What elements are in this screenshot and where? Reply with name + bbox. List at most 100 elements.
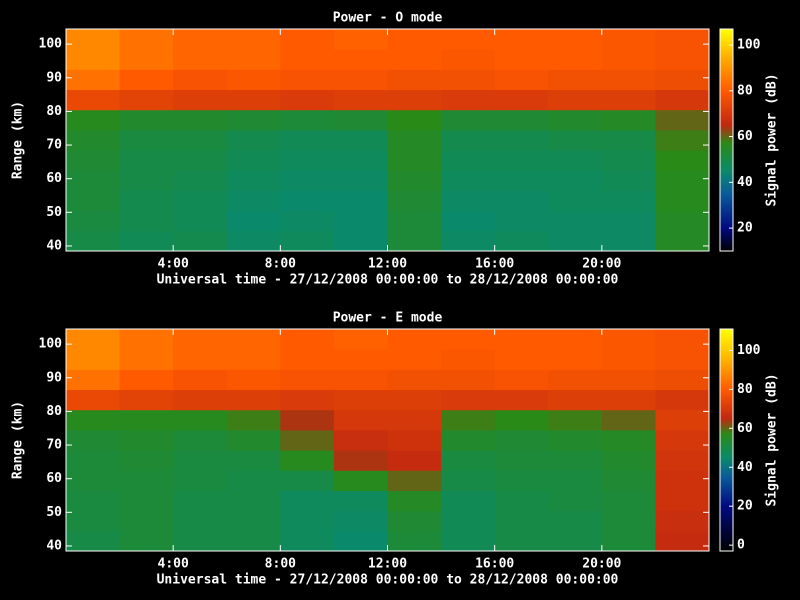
heatmap-cell	[280, 211, 334, 232]
heatmap-cell	[655, 490, 709, 511]
heatmap-cell	[388, 49, 442, 70]
heatmap-cell	[441, 211, 495, 232]
x-tick-label: 4:00	[158, 557, 189, 572]
heatmap-cell	[334, 329, 388, 350]
heatmap-cell	[495, 390, 549, 411]
heatmap-cell	[548, 490, 602, 511]
y-tick-label: 40	[46, 538, 62, 553]
heatmap-cell	[548, 190, 602, 211]
heatmap-cell	[334, 470, 388, 491]
heatmap-cell	[66, 470, 120, 491]
heatmap-cell	[280, 90, 334, 111]
heatmap-cell	[388, 110, 442, 131]
heatmap-cell	[173, 531, 227, 552]
heatmap-cell	[548, 470, 602, 491]
heatmap-cell	[495, 450, 549, 471]
heatmap-cell	[602, 490, 656, 511]
heatmap-cell	[173, 390, 227, 411]
heatmap-cell	[173, 450, 227, 471]
heatmap-cell	[227, 110, 281, 131]
heatmap-cell	[602, 390, 656, 411]
heatmap-cell	[120, 69, 174, 90]
heatmap-cell	[441, 450, 495, 471]
heatmap-cell	[388, 150, 442, 171]
heatmap-cell	[441, 369, 495, 390]
heatmap-cell	[602, 190, 656, 211]
heatmap-cell	[441, 49, 495, 70]
heatmap-cell	[120, 329, 174, 350]
heatmap-cell	[66, 490, 120, 511]
heatmap-cell	[173, 231, 227, 252]
heatmap-cell	[441, 470, 495, 491]
heatmap-cell	[173, 410, 227, 431]
heatmap-cell	[120, 231, 174, 252]
heatmap-cell	[173, 170, 227, 191]
heatmap-cell	[334, 390, 388, 411]
heatmap-cell	[602, 49, 656, 70]
heatmap-cell	[495, 190, 549, 211]
heatmap-cell	[441, 150, 495, 171]
heatmap-cell	[602, 349, 656, 370]
heatmap-cell	[120, 369, 174, 390]
heatmap-cell	[388, 390, 442, 411]
heatmap-cell	[602, 69, 656, 90]
heatmap-cell	[120, 511, 174, 532]
y-tick-label: 100	[39, 37, 63, 52]
heatmap-cell	[548, 170, 602, 191]
heatmap-cell	[334, 110, 388, 131]
heatmap-cell	[548, 390, 602, 411]
heatmap-cell	[66, 369, 120, 390]
heatmap-cell	[227, 390, 281, 411]
x-tick-label: 8:00	[265, 257, 296, 272]
y-tick-label: 60	[46, 471, 62, 486]
heatmap-cell	[388, 29, 442, 50]
heatmap-cell	[602, 90, 656, 111]
y-tick-label: 40	[46, 238, 62, 253]
heatmap-cell	[334, 29, 388, 50]
heatmap-cell	[227, 511, 281, 532]
heatmap-cell	[334, 430, 388, 451]
heatmap-cell	[227, 329, 281, 350]
heatmap-cell	[66, 49, 120, 70]
heatmap-cell	[548, 130, 602, 151]
heatmap-cell	[280, 390, 334, 411]
heatmap-cell	[334, 49, 388, 70]
heatmap-cell	[280, 29, 334, 50]
heatmap-cell	[548, 410, 602, 431]
heatmap-cell	[655, 150, 709, 171]
heatmap-cell	[120, 531, 174, 552]
heatmap-cell	[388, 170, 442, 191]
heatmap-cell	[173, 69, 227, 90]
heatmap-cell	[388, 490, 442, 511]
y-tick-label: 90	[46, 370, 62, 385]
heatmap-cell	[495, 90, 549, 111]
heatmap-cell	[280, 231, 334, 252]
heatmap-cell	[602, 450, 656, 471]
y-tick-label: 50	[46, 205, 62, 220]
heatmap-cell	[227, 170, 281, 191]
heatmap-cell	[441, 130, 495, 151]
heatmap-cell	[66, 231, 120, 252]
heatmap-cell	[173, 511, 227, 532]
colorbar-label: Signal power (dB)	[765, 373, 780, 506]
heatmap-cell	[66, 69, 120, 90]
heatmap-cell	[548, 231, 602, 252]
y-tick-label: 80	[46, 404, 62, 419]
heatmap-cell	[548, 29, 602, 50]
heatmap-cell	[441, 110, 495, 131]
heatmap-cell	[227, 190, 281, 211]
heatmap-cell	[280, 329, 334, 350]
colorbar-label: Signal power (dB)	[765, 73, 780, 206]
heatmap-cell	[66, 329, 120, 350]
heatmap-cell	[120, 170, 174, 191]
heatmap-cell	[120, 150, 174, 171]
heatmap-cell	[280, 511, 334, 532]
heatmap-cell	[66, 211, 120, 232]
heatmap-cell	[173, 211, 227, 232]
heatmap-cell	[120, 430, 174, 451]
panel-title: Power - E mode	[333, 311, 443, 326]
y-axis-label: Range (km)	[11, 401, 26, 479]
heatmap-cell	[66, 90, 120, 111]
heatmap-cell	[280, 49, 334, 70]
heatmap-cell	[227, 49, 281, 70]
